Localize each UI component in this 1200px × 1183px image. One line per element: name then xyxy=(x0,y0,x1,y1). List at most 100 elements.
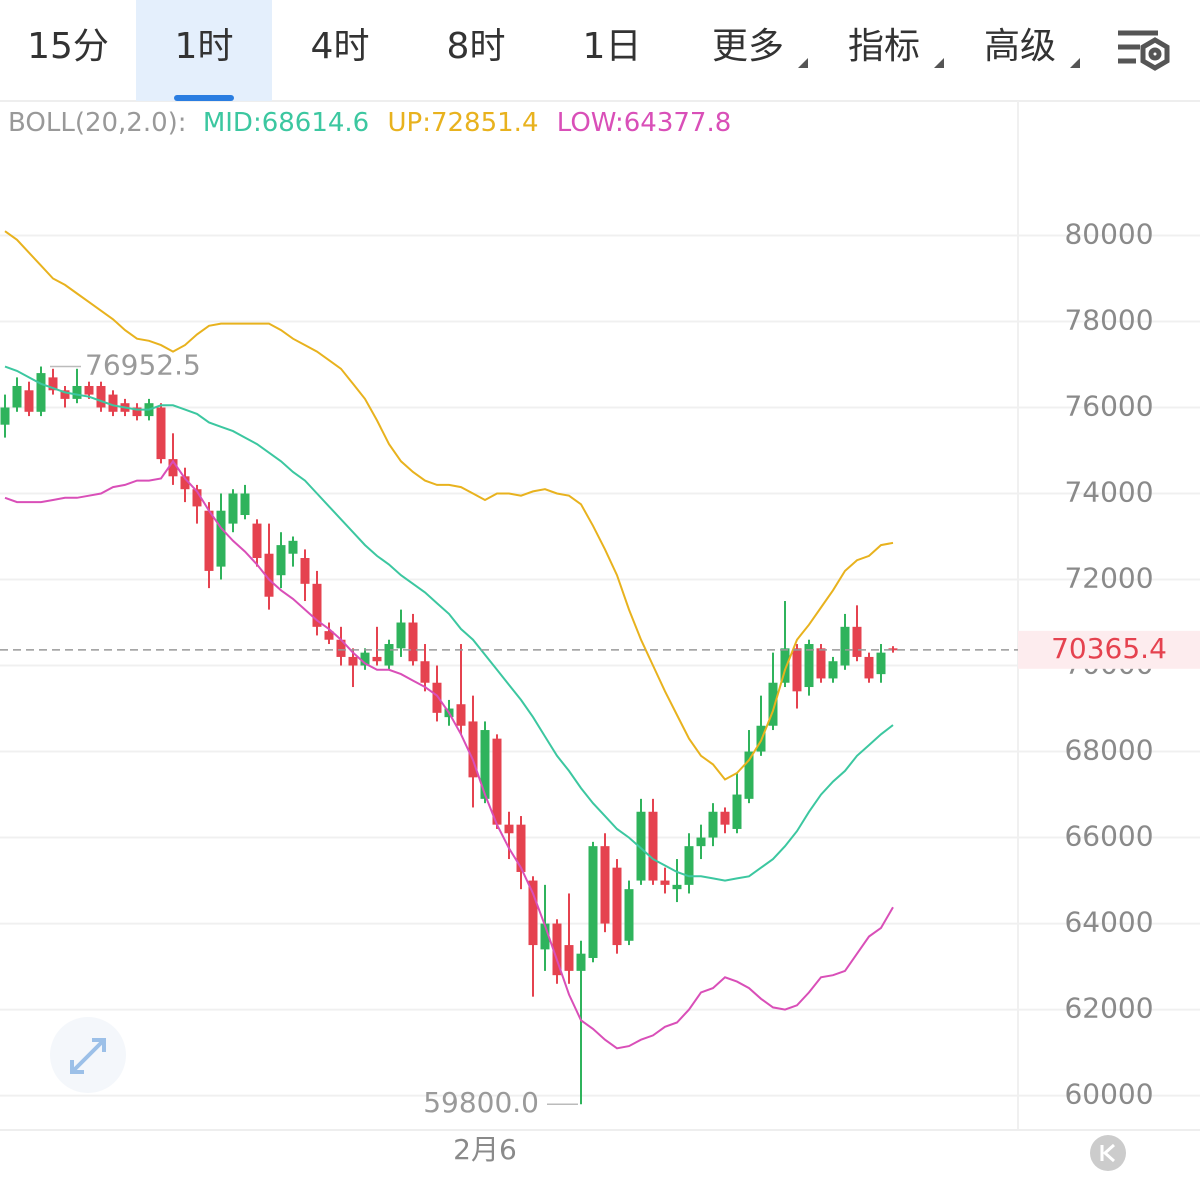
y-tick-label: 66000 xyxy=(1064,820,1153,853)
candle-body xyxy=(72,385,82,399)
tab[interactable]: 更多 xyxy=(712,26,784,67)
indicator-legend: BOLL(20,2.0): MID:68614.6 UP:72851.4 LOW… xyxy=(8,108,731,138)
candle-body xyxy=(600,846,610,924)
candle-body xyxy=(468,721,478,778)
expand-button[interactable] xyxy=(50,1017,126,1093)
candle-body xyxy=(612,867,622,946)
candle-body xyxy=(528,880,538,946)
last-price-box xyxy=(1018,630,1200,669)
candle-body xyxy=(204,510,214,571)
tab[interactable]: 高级 xyxy=(984,26,1056,67)
candle-body xyxy=(840,626,850,666)
candle-body xyxy=(216,510,226,567)
candle-body xyxy=(276,545,286,576)
candle-body xyxy=(768,682,778,726)
tab[interactable]: 4时 xyxy=(311,26,370,67)
candle-body xyxy=(12,385,22,408)
y-tick-label: 60000 xyxy=(1064,1078,1153,1111)
y-tick-label: 64000 xyxy=(1064,906,1153,939)
y-tick-label: 74000 xyxy=(1064,476,1153,509)
candle-body xyxy=(636,811,646,881)
candle-body xyxy=(624,889,634,941)
candle-body xyxy=(132,407,142,417)
candle-body xyxy=(876,652,886,675)
candle-body xyxy=(60,390,70,399)
candle-body xyxy=(864,656,874,679)
tab[interactable]: 1时 xyxy=(175,26,234,67)
candle-body xyxy=(384,644,394,666)
candle-body xyxy=(36,373,46,412)
candle-body xyxy=(360,652,370,666)
indicator-name: BOLL(20,2.0): xyxy=(8,108,187,138)
candle-body xyxy=(432,682,442,713)
y-tick-label: 72000 xyxy=(1064,562,1153,595)
candle-body xyxy=(264,553,274,597)
candle-body xyxy=(396,622,406,649)
candle-body xyxy=(348,656,358,666)
y-tick-label: 76000 xyxy=(1064,389,1153,422)
candle-body xyxy=(252,523,262,559)
candle-body xyxy=(648,811,658,881)
legend-low: LOW:64377.8 xyxy=(557,108,731,138)
candle-body xyxy=(672,884,682,890)
candle-body xyxy=(552,923,562,976)
candle-body xyxy=(228,493,238,524)
candle-body xyxy=(180,476,190,490)
boll-line xyxy=(4,459,894,1050)
candle-body xyxy=(744,751,754,799)
candle-body xyxy=(240,493,250,516)
candle-body xyxy=(696,837,706,847)
tab[interactable]: 8时 xyxy=(447,26,506,67)
candle-body xyxy=(312,583,322,627)
candle-body xyxy=(192,489,202,507)
candle-body xyxy=(336,639,346,657)
candle-body xyxy=(288,540,298,554)
candle-body xyxy=(324,631,334,640)
x-tick-label: 2月6 xyxy=(453,1133,517,1166)
candle-body xyxy=(852,626,862,657)
boll-line xyxy=(4,365,894,882)
scroll-end-button[interactable] xyxy=(1090,1135,1126,1171)
last-price-label: 70365.4 xyxy=(1051,632,1167,665)
settings-icon[interactable] xyxy=(1118,30,1170,71)
candle-body xyxy=(408,622,418,662)
candle-body xyxy=(816,648,826,679)
tab[interactable]: 指标 xyxy=(848,26,920,67)
active-tab-indicator xyxy=(174,95,234,101)
candle-body xyxy=(804,644,814,688)
candle-body xyxy=(792,648,802,692)
candle-body xyxy=(732,794,742,829)
dropdown-caret xyxy=(934,58,944,68)
tab[interactable]: 1日 xyxy=(583,26,642,67)
candle-body xyxy=(108,394,118,412)
candle-body xyxy=(168,459,178,477)
candle-body xyxy=(492,738,502,825)
y-tick-label: 80000 xyxy=(1064,217,1153,250)
candle-body xyxy=(708,811,718,838)
high-label: 76952.5 xyxy=(85,349,201,382)
dropdown-caret xyxy=(798,58,808,68)
candle-body xyxy=(576,953,586,971)
dropdown-caret xyxy=(1070,58,1080,68)
candle-body xyxy=(300,558,310,584)
y-tick-label: 62000 xyxy=(1064,992,1153,1025)
candle-body xyxy=(588,846,598,958)
candle-body xyxy=(888,648,898,651)
candle-body xyxy=(420,661,430,683)
candle-body xyxy=(0,407,10,425)
tab[interactable]: 15分 xyxy=(27,26,109,67)
legend-up: UP:72851.4 xyxy=(388,108,539,138)
candle-body xyxy=(156,407,166,460)
active-tab-bg xyxy=(136,0,272,101)
candle-body xyxy=(48,377,58,391)
legend-mid: MID:68614.6 xyxy=(203,108,369,138)
candle-body xyxy=(504,824,514,834)
candle-body xyxy=(96,385,106,408)
candle-body xyxy=(828,661,838,679)
candle-body xyxy=(720,811,730,825)
candle-body xyxy=(684,846,694,885)
candle-body xyxy=(660,880,670,885)
candle-body xyxy=(780,648,790,683)
y-tick-label: 68000 xyxy=(1064,734,1153,767)
